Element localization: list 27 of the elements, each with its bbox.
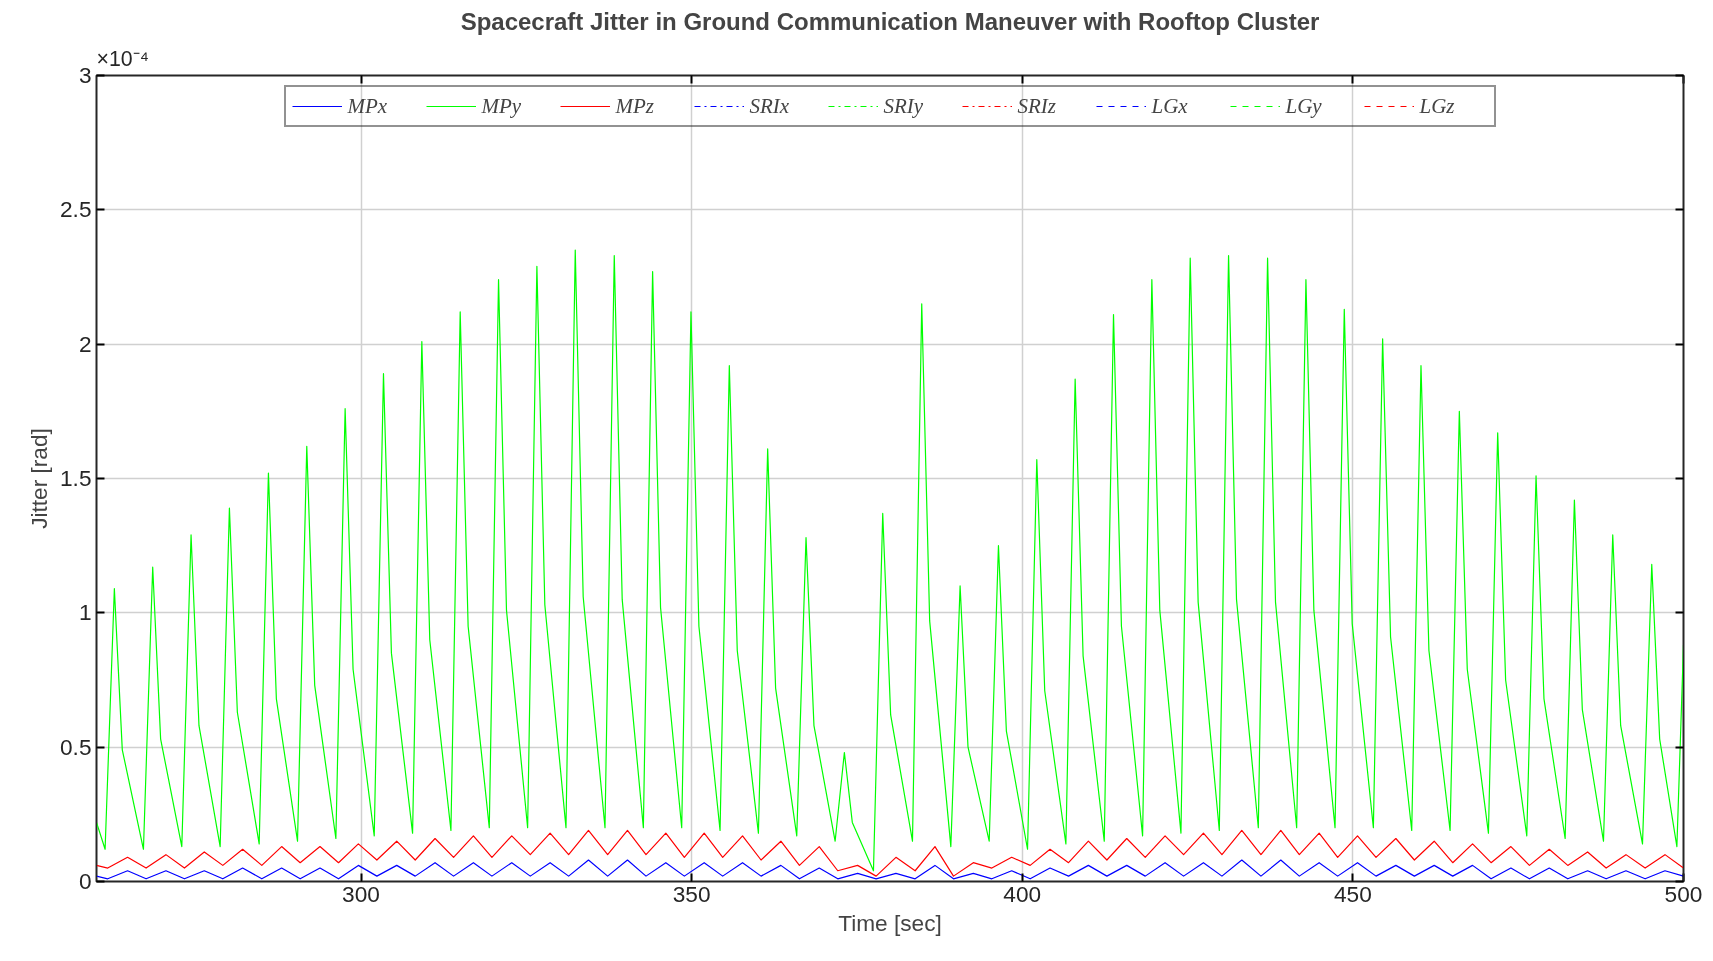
legend-label: MPx [347, 93, 389, 119]
legend-label: SRIz [1017, 93, 1057, 119]
x-tick-label: 300 [342, 880, 380, 907]
x-tick-label: 500 [1664, 880, 1703, 907]
line-series [96, 249, 1684, 872]
x-axis-title: Time [sec] [838, 909, 942, 936]
chart-title: Spacecraft Jitter in Ground Communication Maneuver with Rooftop Cluster [460, 7, 1320, 35]
y-tick-label: 2.5 [60, 196, 92, 223]
y-tick-label: 2 [78, 330, 92, 357]
x-tick-label: 400 [1003, 880, 1042, 907]
text: ×10⁻⁴ [96, 46, 149, 71]
y-tick-label: 1.5 [60, 465, 92, 491]
y-tick-label: 1 [78, 599, 92, 626]
legend-label: LGx [1151, 93, 1189, 119]
x-tick-label: 450 [1333, 880, 1372, 907]
line-series [96, 829, 1684, 877]
y-tick-label: 0 [78, 868, 92, 894]
legend-label: SRIy [883, 93, 925, 119]
y-tick-label: 0.5 [60, 733, 92, 760]
x-tick-label: 350 [672, 880, 711, 907]
legend-label: MPz [615, 93, 655, 119]
legend-label: MPy [481, 93, 523, 119]
y-tick-label: 3 [78, 62, 92, 88]
legend-label: SRIx [749, 93, 791, 119]
y-axis-title: Jitter [rad] [26, 428, 52, 529]
legend-label: LGz [1419, 93, 1456, 119]
legend-label: LGy [1285, 93, 1323, 119]
